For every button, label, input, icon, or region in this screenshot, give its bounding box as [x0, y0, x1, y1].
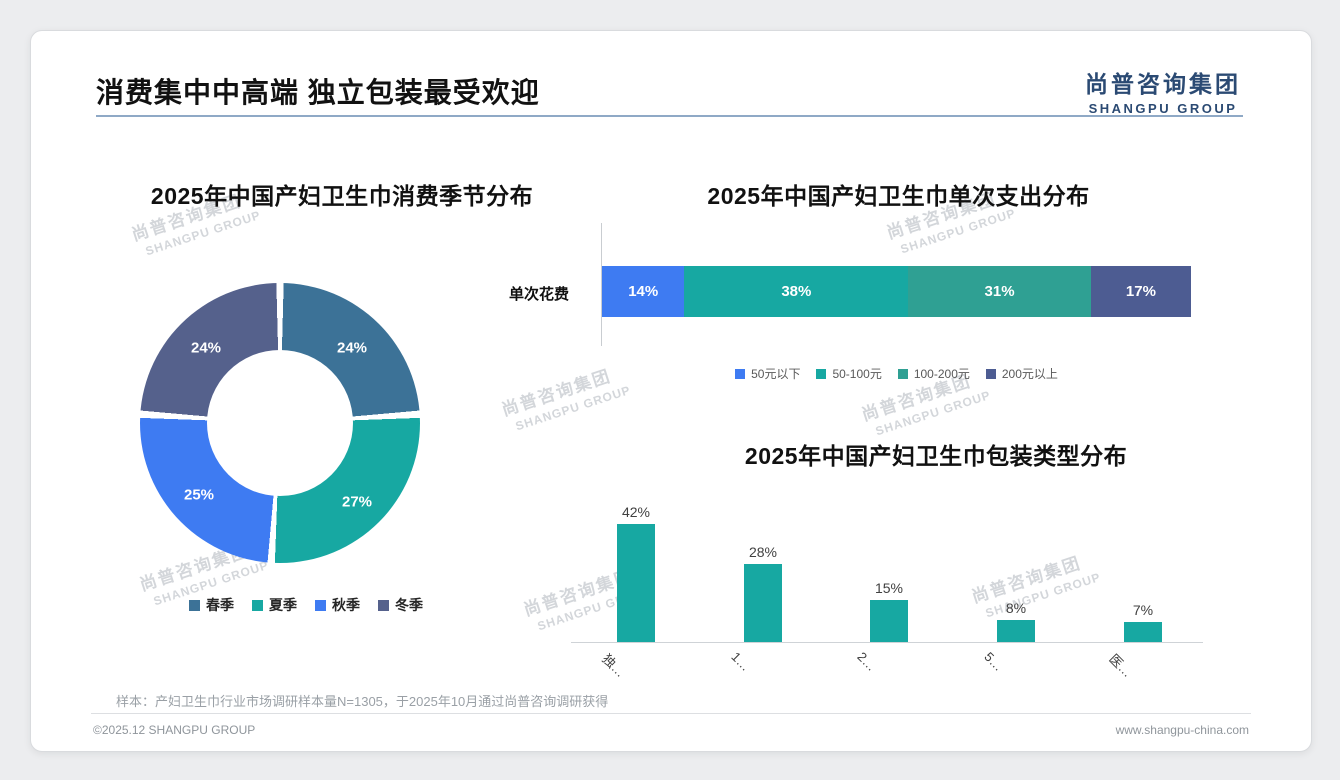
- spend-axis-label: 单次花费: [509, 286, 570, 303]
- legend-label: 春季: [206, 597, 234, 613]
- watermark-english: SHANGPU GROUP: [898, 205, 1018, 257]
- legend-item-autumn: 秋季: [315, 595, 360, 615]
- donut-slice-label-winter: 24%: [190, 339, 222, 357]
- bar: [617, 524, 655, 642]
- stacked-segment-50-100: 38%: [684, 266, 909, 317]
- legend-item-summer: 夏季: [252, 595, 297, 615]
- legend-item-winter: 冬季: [378, 595, 423, 615]
- legend-label: 50元以下: [751, 367, 801, 381]
- bar-value-label: 8%: [1005, 600, 1027, 616]
- legend-swatch: [252, 599, 263, 611]
- bar-group: 28%: [744, 544, 782, 642]
- watermark-english: SHANGPU GROUP: [513, 382, 633, 434]
- logo-english-text: SHANGPU GROUP: [1088, 101, 1238, 116]
- bar-group: 15%: [870, 580, 908, 642]
- page-title: 消费集中中高端 独立包装最受欢迎: [96, 77, 540, 108]
- sample-note: 样本：产妇卫生巾行业市场调研样本量N=1305，于2025年10月通过尚普咨询调…: [116, 694, 609, 709]
- segment-value-label: 14%: [628, 283, 659, 300]
- bar: [997, 620, 1035, 642]
- legend-swatch: [189, 599, 200, 611]
- donut-slice-label-autumn: 25%: [183, 486, 215, 504]
- segment-value-label: 17%: [1125, 283, 1156, 300]
- pack-chart-title: 2025年中国产妇卫生巾包装类型分布: [744, 443, 1128, 469]
- watermark-english: SHANGPU GROUP: [873, 387, 993, 439]
- bar-group: 8%: [997, 600, 1035, 642]
- legend-swatch: [985, 368, 996, 379]
- legend-label: 秋季: [332, 597, 360, 613]
- legend-item-under50: 50元以下: [735, 365, 800, 382]
- bar-group: 7%: [1124, 602, 1162, 642]
- legend-swatch: [735, 368, 746, 379]
- segment-value-label: 38%: [781, 283, 812, 300]
- slide-card: 尚普咨询集团 SHANGPU GROUP 尚普咨询集团 SHANGPU GROU…: [30, 30, 1312, 752]
- pack-bar-chart: 42% 28% 15% 8% 7% 独… 1… 2… 5… 医…: [571, 491, 1203, 680]
- season-legend: 春季 夏季 秋季 冬季: [106, 595, 506, 615]
- donut-hole: [207, 350, 353, 496]
- bar-value-label: 42%: [621, 504, 651, 520]
- bar: [870, 600, 908, 642]
- bar-value-label: 15%: [874, 580, 904, 596]
- bar-group: 42%: [617, 504, 655, 642]
- legend-swatch: [897, 368, 908, 379]
- legend-item-spring: 春季: [189, 595, 234, 615]
- season-donut: 24% 27% 25% 24%: [140, 283, 420, 563]
- legend-swatch: [378, 599, 389, 611]
- legend-swatch: [816, 368, 827, 379]
- legend-label: 100-200元: [913, 367, 970, 381]
- season-chart-title: 2025年中国产妇卫生巾消费季节分布: [150, 183, 534, 209]
- legend-label: 50-100元: [832, 367, 882, 381]
- legend-item-100-200: 100-200元: [897, 365, 970, 382]
- logo-chinese-text: 尚普咨询集团: [1085, 71, 1241, 97]
- bar: [744, 564, 782, 642]
- segment-value-label: 31%: [984, 283, 1015, 300]
- spend-legend: 50元以下 50-100元 100-200元 200元以上: [602, 365, 1191, 382]
- legend-label: 冬季: [395, 597, 423, 613]
- title-underline: [96, 115, 1243, 117]
- watermark-english: SHANGPU GROUP: [143, 207, 263, 259]
- bar-value-label: 28%: [748, 544, 778, 560]
- legend-item-over200: 200元以上: [985, 365, 1058, 382]
- x-axis-tick-label: 5…: [981, 649, 1007, 674]
- legend-item-50-100: 50-100元: [816, 365, 882, 382]
- spend-chart-title: 2025年中国产妇卫生巾单次支出分布: [707, 183, 1090, 209]
- footer-divider: [91, 713, 1251, 714]
- x-axis-tick-label: 医…: [1106, 651, 1136, 681]
- legend-label: 200元以上: [1001, 367, 1058, 381]
- x-axis-tick-label: 1…: [728, 649, 754, 674]
- stacked-segment-under50: 14%: [602, 266, 685, 317]
- legend-label: 夏季: [269, 597, 297, 613]
- x-axis-tick-label: 2…: [854, 649, 880, 674]
- spend-stacked-bar: 14% 38% 31% 17%: [602, 266, 1191, 317]
- bar-value-label: 7%: [1132, 602, 1154, 618]
- donut-slice-label-spring: 24%: [336, 339, 368, 357]
- company-logo: 尚普咨询集团 SHANGPU GROUP: [1085, 65, 1241, 116]
- donut-slice-label-summer: 27%: [341, 493, 373, 511]
- spend-axis-line: [601, 223, 602, 346]
- bar: [1124, 622, 1162, 642]
- legend-swatch: [315, 599, 326, 611]
- footer-website: www.shangpu-china.com: [1115, 723, 1249, 737]
- x-axis-tick-label: 独…: [599, 651, 629, 681]
- stacked-segment-100-200: 31%: [908, 266, 1091, 317]
- footer-copyright: ©2025.12 SHANGPU GROUP: [93, 723, 256, 737]
- stacked-segment-over200: 17%: [1090, 266, 1191, 317]
